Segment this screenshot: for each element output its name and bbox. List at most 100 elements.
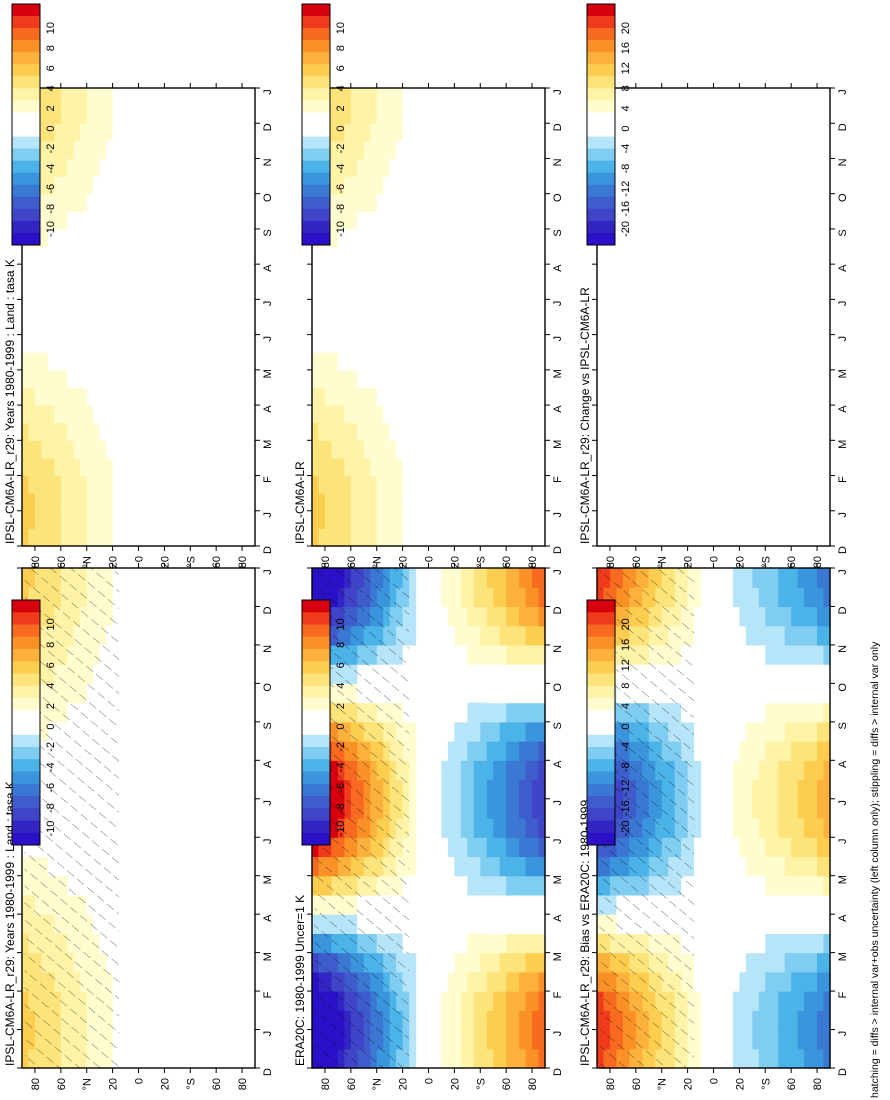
colorbar-swatch [302, 28, 330, 41]
heat-cell [337, 475, 345, 494]
colorbar-swatch [12, 112, 40, 125]
heat-cell [41, 405, 49, 424]
heat-cell [493, 246, 501, 265]
heat-cell [370, 475, 378, 494]
heat-cell [454, 952, 462, 973]
heat-cell [460, 625, 468, 646]
colorbar-swatch [302, 624, 330, 638]
heat-cell [791, 1029, 799, 1050]
heat-cell [519, 837, 527, 858]
heat-cell [519, 721, 527, 742]
heat-cell [242, 721, 250, 742]
heat-cell [350, 510, 358, 529]
heat-cell [538, 246, 546, 265]
heat-cell [765, 702, 773, 723]
heat-cell [409, 721, 417, 742]
colorbar-swatch [302, 685, 330, 699]
heat-cell [771, 991, 779, 1011]
heat-cell [235, 176, 243, 195]
heat-cell [752, 779, 760, 800]
heat-cell [22, 264, 30, 283]
heat-cell [525, 702, 533, 723]
heat-cell [454, 1048, 462, 1069]
heat-cell [823, 818, 831, 838]
heat-cell [480, 644, 488, 665]
heat-cell [441, 587, 449, 608]
heat-cell [817, 914, 825, 934]
heat-cell [441, 1048, 449, 1069]
heat-cell [28, 352, 36, 371]
heat-cell [506, 664, 514, 684]
heat-cell [765, 1029, 773, 1050]
panel-cells [22, 88, 256, 547]
heat-cell [73, 211, 81, 230]
month-label: F [552, 991, 564, 998]
heat-cell [41, 510, 49, 529]
month-label: A [552, 760, 564, 768]
colorbar-tick-label: -8 [620, 164, 632, 174]
colorbar-tick-label: -10 [335, 821, 347, 837]
heat-cell [739, 952, 747, 973]
heat-cell [460, 644, 468, 665]
heat-cell [344, 176, 352, 195]
heat-cell [817, 991, 825, 1011]
heat-cell [532, 875, 540, 896]
heat-cell [370, 510, 378, 529]
heat-cell [493, 875, 501, 896]
heat-cell [739, 625, 747, 646]
heat-cell [765, 721, 773, 742]
heat-cell [745, 952, 753, 973]
heat-cell [499, 818, 507, 838]
heat-cell [538, 440, 546, 459]
heat-cell [209, 193, 217, 212]
colorbar-swatch [587, 52, 615, 65]
heat-cell [396, 105, 404, 124]
colorbar-frame [11, 599, 41, 846]
heat-cell [67, 140, 75, 160]
heat-cell [694, 568, 702, 588]
colorbar-tick-label: 8 [45, 45, 57, 51]
heat-cell [357, 440, 365, 459]
heat-cell [350, 422, 358, 441]
heat-cell [357, 422, 365, 441]
heat-cell [67, 246, 75, 265]
heat-cell [732, 991, 740, 1011]
heat-cell [248, 875, 256, 896]
colorbar-swatch [12, 796, 40, 809]
heat-cell [337, 369, 345, 389]
lat-label: 20 [734, 1078, 746, 1090]
heat-cell [99, 510, 107, 529]
heat-cell [473, 779, 481, 800]
heat-cell [791, 664, 799, 684]
colorbar-swatch [302, 820, 330, 834]
heat-cell [752, 818, 760, 838]
heat-cell [797, 818, 805, 838]
heat-cell [778, 625, 786, 646]
colorbar-tick-label: -4 [620, 742, 632, 752]
heat-cell [47, 510, 55, 529]
month-label: J [552, 336, 564, 342]
heat-cell [248, 440, 256, 459]
colorbar-swatch [587, 4, 615, 17]
heat-cell [784, 702, 792, 723]
colorbar-swatch [587, 28, 615, 41]
heat-cell [376, 422, 384, 441]
heat-cell [47, 193, 55, 212]
heat-cell [506, 952, 514, 973]
heat-cell [41, 422, 49, 441]
heat-cell [203, 405, 211, 424]
colorbar-swatch [12, 88, 40, 101]
heat-cell [823, 664, 831, 684]
heat-cell [441, 606, 449, 627]
heat-cell [817, 856, 825, 877]
heat-cell [519, 587, 527, 608]
heat-cell [229, 914, 237, 934]
heat-cell [331, 228, 339, 248]
heat-cell [324, 457, 333, 477]
heat-cell [493, 856, 501, 877]
heat-cell [739, 721, 747, 742]
heat-cell [732, 568, 740, 588]
heat-cell [797, 664, 805, 684]
heat-cell [480, 1010, 488, 1031]
heat-cell [771, 856, 779, 877]
